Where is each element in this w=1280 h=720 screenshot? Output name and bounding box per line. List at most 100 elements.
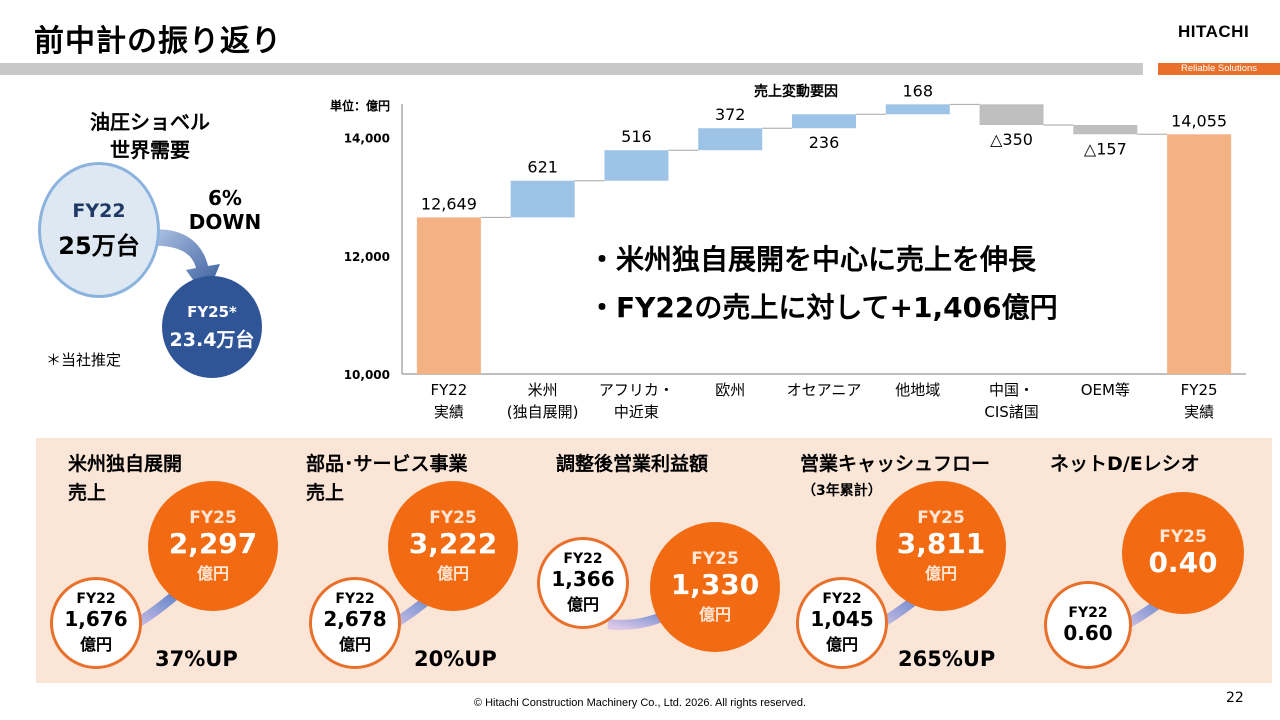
bullet-2-mark: ・ bbox=[588, 291, 617, 324]
kpi-4-title: ネットD/Eレシオ bbox=[1050, 450, 1200, 479]
data-label-5: 168 bbox=[903, 81, 934, 100]
bullet-1-mark: ・ bbox=[588, 243, 617, 276]
kpi-3-fy25-label: FY25 bbox=[917, 508, 965, 528]
bar-6 bbox=[979, 104, 1044, 126]
category-label-8-line1: FY25 bbox=[1181, 381, 1218, 399]
demand-fy22-label: FY22 bbox=[72, 199, 126, 222]
bar-2 bbox=[604, 150, 669, 181]
bullet-2: ・FY22の売上に対して+1,406億円 bbox=[588, 286, 1058, 326]
kpi-4-title-line1: ネットD/Eレシオ bbox=[1050, 453, 1200, 475]
bar-8 bbox=[1167, 134, 1232, 374]
data-label-3: 372 bbox=[715, 105, 746, 124]
data-label-8: 14,055 bbox=[1171, 111, 1227, 130]
kpi-3-fy22-label: FY22 bbox=[822, 591, 862, 607]
bar-3 bbox=[698, 128, 763, 151]
kpi-1-growth: 20%UP bbox=[414, 647, 497, 671]
kpi-0-title: 米州独自展開 売上 bbox=[68, 450, 182, 508]
data-label-7: △157 bbox=[1084, 139, 1127, 158]
data-label-2: 516 bbox=[621, 127, 652, 146]
demand-fy25-label: FY25* bbox=[187, 302, 237, 321]
data-label-0: 12,649 bbox=[421, 194, 477, 213]
bar-7 bbox=[1073, 125, 1138, 135]
y-tick-label-0: 10,000 bbox=[344, 368, 390, 382]
kpi-4-fy22-label: FY22 bbox=[1068, 605, 1108, 621]
kpi-4-fy22-circle: FY22 0.60 bbox=[1044, 581, 1132, 669]
page-number: 22 bbox=[1226, 690, 1244, 706]
kpi-1-fy22-label: FY22 bbox=[335, 591, 375, 607]
category-label-5-line1: 他地域 bbox=[895, 381, 940, 399]
category-label-1-line2: (独自展開) bbox=[507, 403, 579, 421]
kpi-1-title-line2: 売上 bbox=[306, 482, 345, 504]
y-tick-label-2: 14,000 bbox=[344, 132, 390, 146]
category-label-7-line1: OEM等 bbox=[1081, 381, 1130, 399]
demand-fy25-circle: FY25* 23.4万台 bbox=[162, 276, 262, 378]
demand-change: 6% DOWN bbox=[180, 186, 270, 234]
kpi-2-fy22-label: FY22 bbox=[563, 551, 603, 567]
kpi-4-fy25-circle: FY25 0.40 bbox=[1122, 492, 1244, 614]
category-label-6-line1: 中国・ bbox=[989, 381, 1034, 399]
kpi-0-fy22-label: FY22 bbox=[76, 591, 116, 607]
data-label-1: 621 bbox=[527, 158, 558, 177]
bar-5 bbox=[885, 104, 950, 115]
kpi-0-fy25-label: FY25 bbox=[189, 508, 237, 528]
demand-title-line1: 油圧ショベル bbox=[90, 110, 210, 134]
kpi-1-fy25-value: 3,222 bbox=[408, 527, 498, 560]
kpi-4-fy22-value: 0.60 bbox=[1063, 621, 1113, 645]
bar-4 bbox=[792, 114, 856, 129]
kpi-2-fy25-label: FY25 bbox=[691, 549, 739, 569]
demand-fy22-value: 25万台 bbox=[58, 231, 140, 260]
bar-1 bbox=[510, 180, 575, 218]
kpi-0-growth: 37%UP bbox=[155, 647, 238, 671]
kpi-0-fy22-value: 1,676 bbox=[64, 607, 128, 631]
demand-change-dir: DOWN bbox=[188, 210, 262, 234]
category-label-3-line1: 欧州 bbox=[715, 381, 745, 399]
data-label-4: 236 bbox=[809, 133, 840, 152]
kpi-0-fy25-unit: 億円 bbox=[196, 564, 229, 583]
kpi-1-fy25-circle: FY25 3,222 億円 bbox=[388, 481, 518, 611]
demand-fy22-circle: FY22 25万台 bbox=[38, 162, 160, 298]
kpi-0-title-line2: 売上 bbox=[68, 482, 107, 504]
kpi-1-fy22-unit: 億円 bbox=[338, 635, 371, 654]
kpi-2-fy22-circle: FY22 1,366 億円 bbox=[537, 537, 629, 629]
kpi-2-fy22-unit: 億円 bbox=[566, 595, 599, 614]
kpi-2-fy22-value: 1,366 bbox=[551, 567, 615, 591]
category-label-6-line2: CIS諸国 bbox=[984, 403, 1038, 421]
kpi-4-fy25-value: 0.40 bbox=[1148, 546, 1218, 579]
demand-title: 油圧ショベル 世界需要 bbox=[60, 108, 240, 164]
category-label-2-line1: アフリカ・ bbox=[599, 381, 674, 399]
hitachi-logo: HITACHI bbox=[1178, 22, 1250, 41]
category-label-4-line1: オセアニア bbox=[787, 381, 862, 399]
bullet-1: ・米州独自展開を中心に売上を伸長 bbox=[588, 238, 1036, 278]
kpi-3-fy25-circle: FY25 3,811 億円 bbox=[876, 481, 1006, 611]
kpi-4-fy25-label: FY25 bbox=[1159, 527, 1207, 547]
kpi-0-fy25-circle: FY25 2,297 億円 bbox=[148, 481, 278, 611]
bullet-1-text: 米州独自展開を中心に売上を伸長 bbox=[616, 243, 1037, 276]
tagline-badge: Reliable Solutions bbox=[1158, 63, 1280, 75]
kpi-1-fy25-label: FY25 bbox=[429, 508, 477, 528]
kpi-1-title: 部品･サービス事業 売上 bbox=[306, 450, 468, 508]
kpi-3-title: 営業キャッシュフロー bbox=[800, 450, 990, 479]
kpi-2-fy25-unit: 億円 bbox=[698, 605, 731, 624]
category-label-0-line1: FY22 bbox=[430, 381, 467, 399]
kpi-3-subtitle: （3年累計） bbox=[802, 483, 882, 499]
kpi-1-fy22-value: 2,678 bbox=[323, 607, 387, 631]
kpi-3-fy22-circle: FY22 1,045 億円 bbox=[796, 577, 888, 669]
kpi-0-title-line1: 米州独自展開 bbox=[68, 453, 183, 475]
title-underline-bar bbox=[0, 63, 1143, 75]
chart-title: 売上変動要因 bbox=[754, 83, 838, 100]
kpi-0-fy22-circle: FY22 1,676 億円 bbox=[50, 577, 142, 669]
estimate-note: ＊当社推定 bbox=[46, 351, 122, 369]
demand-change-pct: 6% bbox=[208, 186, 242, 210]
kpi-3-fy25-value: 3,811 bbox=[896, 527, 986, 560]
kpi-0-fy25-value: 2,297 bbox=[168, 527, 258, 560]
category-label-1-line1: 米州 bbox=[528, 381, 558, 399]
kpi-3-growth: 265%UP bbox=[898, 647, 996, 671]
bar-0 bbox=[416, 217, 481, 374]
copyright: © Hitachi Construction Machinery Co., Lt… bbox=[473, 697, 807, 709]
kpi-2-title: 調整後営業利益額 bbox=[556, 450, 708, 479]
kpi-2-fy25-value: 1,330 bbox=[670, 568, 760, 601]
category-label-0-line2: 実績 bbox=[434, 403, 464, 421]
kpi-3-fy22-unit: 億円 bbox=[825, 635, 858, 654]
data-label-6: △350 bbox=[990, 130, 1033, 149]
